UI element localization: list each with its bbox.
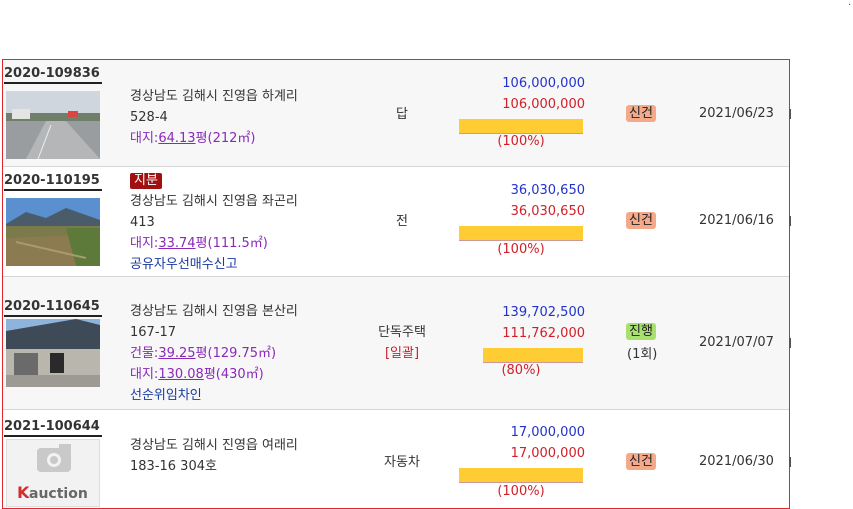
price-block: 17,000,000 17,000,000 (455, 422, 585, 464)
appraisal-price: 139,702,500 (502, 305, 585, 320)
appraisal-price: 17,000,000 (510, 425, 585, 440)
address-line1[interactable]: 경상남도 김해시 진영읍 좌곤리 (130, 194, 298, 209)
list-item[interactable]: 2021-100644 K auction 경상남도 김해시 진영읍 여래리 1… (3, 410, 791, 508)
rate-percent: (100%) (497, 242, 545, 257)
appraisal-price: 36,030,650 (510, 183, 585, 198)
property-kind: 단독주택 [일괄] (359, 322, 445, 364)
row-marker (789, 109, 791, 119)
building-area-pyeong[interactable]: 39.25 (158, 346, 196, 361)
rate-percent: (80%) (501, 363, 541, 378)
status-badge: 신건 (626, 105, 656, 122)
property-kind: 전 (396, 214, 408, 229)
status-badge: 진행 (626, 323, 656, 340)
address-line1[interactable]: 경상남도 김해시 진영읍 본산리 (130, 304, 298, 319)
land-area: 대지:64.13평(212㎡) (130, 131, 256, 146)
status-badge: 신건 (626, 212, 656, 229)
case-number[interactable]: 2020-109836 (4, 66, 102, 84)
rate-bar (459, 119, 583, 134)
auction-list: 2020-109836 경상남도 김해시 진영읍 하계리 528-4 대지:64… (2, 59, 791, 509)
property-kind: 자동차 (384, 455, 420, 470)
minimum-price: 106,000,000 (502, 97, 585, 112)
case-number[interactable]: 2021-100644 (4, 419, 102, 437)
property-address: 경상남도 김해시 진영읍 본산리 167-17 건물:39.25평(129.75… (130, 301, 298, 406)
status-badge: 신건 (626, 453, 656, 470)
property-photo[interactable] (6, 198, 100, 266)
special-note: 공유자우선매수신고 (130, 257, 238, 272)
property-photo[interactable] (6, 319, 100, 387)
land-area-pyeong[interactable]: 33.74 (158, 236, 196, 251)
case-number[interactable]: 2020-110195 (4, 173, 102, 191)
address-line1[interactable]: 경상남도 김해시 진영읍 하계리 (130, 89, 298, 104)
camera-icon: K auction (17, 444, 88, 502)
property-address: 경상남도 김해시 진영읍 하계리 528-4 대지:64.13평(212㎡) (130, 86, 298, 149)
land-area: 대지:33.74평(111.5㎡) (130, 236, 268, 251)
address-line1[interactable]: 경상남도 김해시 진영읍 여래리 (130, 438, 298, 453)
rate-bar (459, 226, 583, 241)
price-block: 106,000,000 106,000,000 (455, 73, 585, 115)
property-address: 경상남도 김해시 진영읍 여래리 183-16 304호 (130, 435, 298, 477)
rate-bar (459, 468, 583, 483)
list-item[interactable]: 2020-110645 경상남도 김해시 진영읍 본산리 167-17 건물:3… (3, 277, 791, 410)
address-line2: 167-17 (130, 325, 177, 340)
row-marker (789, 216, 791, 226)
land-area-pyeong[interactable]: 64.13 (158, 131, 196, 146)
sale-date: 2021/06/23 (699, 106, 774, 121)
round-count: (1회) (627, 347, 658, 362)
row-marker (789, 457, 791, 467)
building-area: 건물:39.25평(129.75㎡) (130, 346, 277, 361)
row-marker (789, 338, 791, 348)
property-photo[interactable] (6, 91, 100, 159)
svg-text:K: K (17, 483, 30, 502)
list-item[interactable]: 2020-110195 지분 경상남도 김해시 진영읍 좌곤리 413 대지:3… (3, 167, 791, 277)
special-note: 선순위임차인 (130, 388, 202, 403)
corner-dot: · (848, 0, 852, 11)
sale-date: 2021/07/07 (699, 335, 774, 350)
land-area: 대지:130.08평(430㎡) (130, 367, 264, 382)
price-block: 36,030,650 36,030,650 (455, 180, 585, 222)
address-line2: 183-16 304호 (130, 459, 217, 474)
minimum-price: 17,000,000 (510, 446, 585, 461)
share-badge: 지분 (130, 173, 162, 189)
rate-percent: (100%) (497, 484, 545, 499)
no-photo-placeholder[interactable]: K auction (6, 439, 100, 507)
sale-date: 2021/06/30 (699, 454, 774, 469)
minimum-price: 111,762,000 (502, 326, 585, 341)
address-line2: 528-4 (130, 110, 168, 125)
land-area-pyeong[interactable]: 130.08 (158, 367, 204, 382)
list-item[interactable]: 2020-109836 경상남도 김해시 진영읍 하계리 528-4 대지:64… (3, 60, 791, 167)
svg-text:auction: auction (29, 486, 88, 502)
bundle-tag: [일괄] (384, 346, 420, 361)
appraisal-price: 106,000,000 (502, 76, 585, 91)
case-number[interactable]: 2020-110645 (4, 299, 102, 317)
sale-date: 2021/06/16 (699, 213, 774, 228)
property-address: 지분 경상남도 김해시 진영읍 좌곤리 413 대지:33.74평(111.5㎡… (130, 170, 298, 275)
minimum-price: 36,030,650 (510, 204, 585, 219)
property-kind: 답 (396, 107, 408, 122)
address-line2: 413 (130, 215, 155, 230)
price-block: 139,702,500 111,762,000 (455, 302, 585, 344)
rate-percent: (100%) (497, 134, 545, 149)
rate-bar (483, 348, 583, 363)
